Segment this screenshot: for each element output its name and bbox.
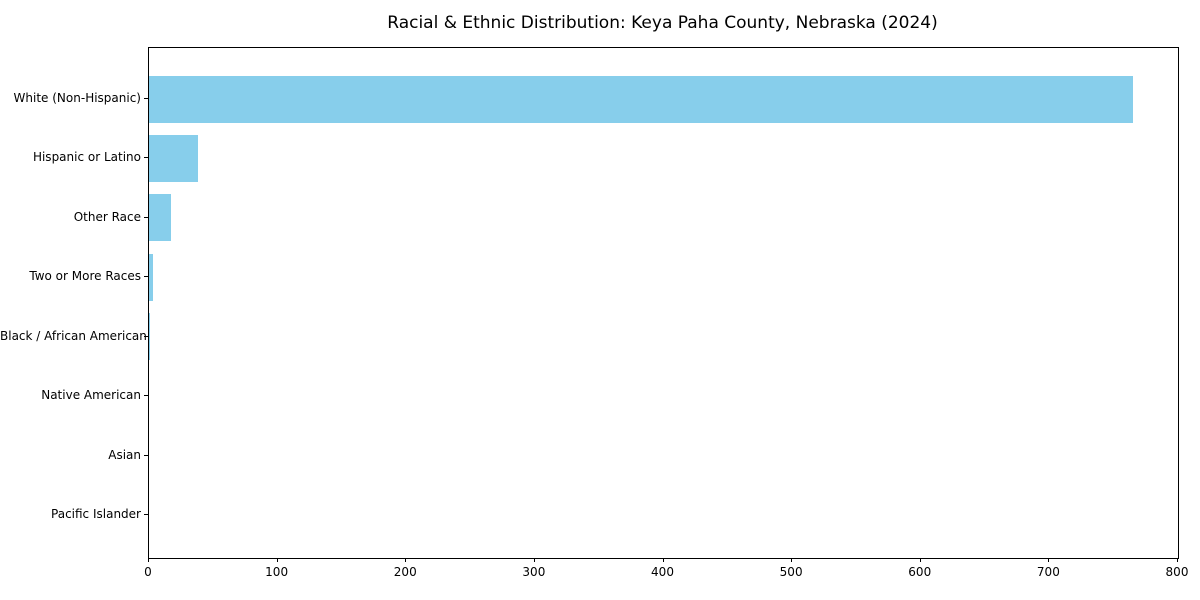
x-tick-label: 0 [144, 565, 152, 579]
x-tick [405, 558, 407, 562]
y-tick [144, 454, 148, 456]
y-tick-label: Asian [108, 447, 141, 462]
chart-title: Racial & Ethnic Distribution: Keya Paha … [387, 13, 938, 33]
bar-other-race [149, 194, 171, 242]
y-tick-label: Other Race [73, 209, 141, 224]
x-tick-label: 100 [265, 565, 289, 579]
y-tick [144, 514, 148, 515]
plot-area [148, 47, 1179, 559]
y-tick [144, 98, 148, 99]
x-tick-label: 500 [779, 565, 803, 579]
y-tick [144, 216, 148, 218]
y-tick [144, 276, 148, 278]
x-tick [919, 558, 921, 562]
y-tick-label: Pacific Islander [51, 507, 141, 521]
y-tick-label: White (Non-Hispanic) [13, 91, 141, 105]
bar-black-african-american [149, 313, 151, 361]
y-tick-label: Native American [41, 388, 141, 403]
x-tick-label: 700 [1036, 565, 1060, 579]
y-tick [144, 335, 148, 337]
bar-white-non-hispanic [149, 75, 1133, 123]
bar-two-or-more-races [149, 253, 153, 301]
x-tick [662, 558, 664, 562]
x-tick [148, 558, 149, 562]
x-tick [791, 558, 793, 562]
x-tick-label: 400 [651, 565, 674, 579]
x-tick-label: 200 [393, 565, 417, 579]
x-tick [533, 558, 535, 562]
x-tick-label: 600 [908, 565, 932, 579]
y-tick [144, 157, 148, 159]
x-tick-label: 300 [522, 565, 546, 579]
y-tick-label: Hispanic or Latino [32, 150, 141, 165]
x-tick [1177, 558, 1178, 562]
x-tick [1048, 558, 1050, 562]
x-tick-label: 800 [1165, 565, 1189, 579]
bar-hispanic-or-latino [149, 134, 198, 182]
y-tick [144, 395, 148, 397]
x-tick [276, 558, 278, 562]
y-tick-label: Black / African American [0, 328, 147, 343]
y-tick-label: Two or More Races [29, 269, 141, 284]
